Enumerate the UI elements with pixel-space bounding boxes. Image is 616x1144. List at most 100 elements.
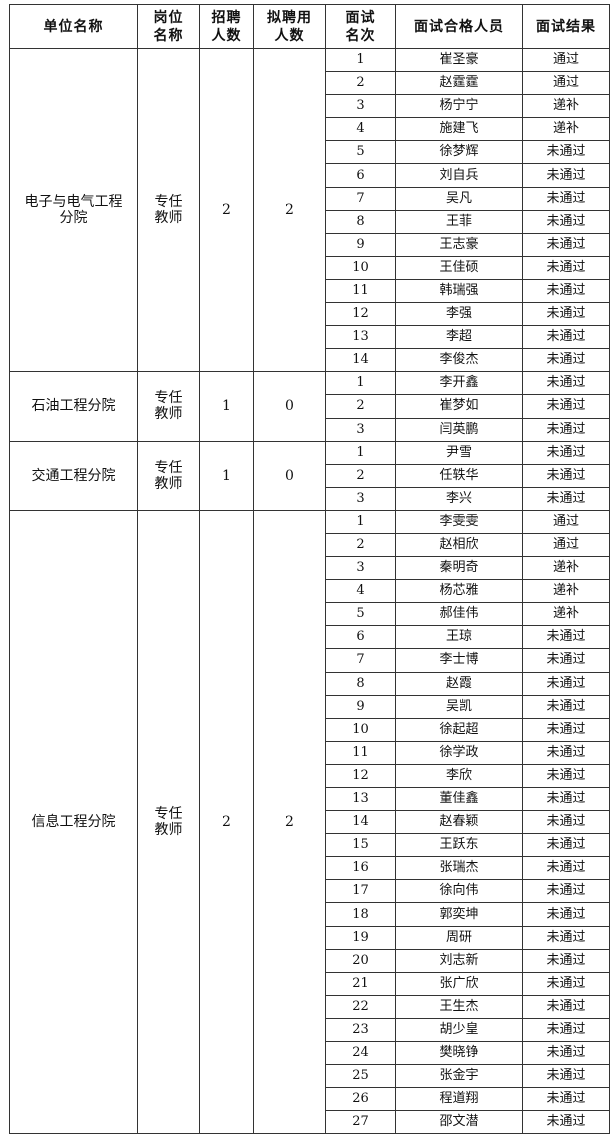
candidate-name-cell-text: 刘自兵 <box>439 167 479 183</box>
rank-cell-text: 15 <box>352 837 369 853</box>
rank-cell: 12 <box>325 763 396 789</box>
rank-cell-text: 1 <box>356 375 365 391</box>
recruit-count-cell-text: 1 <box>222 467 231 484</box>
result-cell-text: 未通过 <box>546 329 586 345</box>
candidate-name-cell-text: 崔梦如 <box>439 398 479 414</box>
candidate-name-cell: 秦明奇 <box>395 556 523 581</box>
result-cell-text: 未通过 <box>546 282 586 298</box>
result-cell-text: 递补 <box>552 560 579 576</box>
rank-cell: 4 <box>325 579 396 604</box>
rank-cell: 11 <box>325 740 396 765</box>
rank-cell: 14 <box>325 810 396 835</box>
result-cell-text: 未通过 <box>546 1045 586 1061</box>
rank-cell: 12 <box>325 302 396 327</box>
header-text: 面试名次 <box>345 9 376 44</box>
header-unit-name: 单位名称 <box>9 4 138 49</box>
result-cell-text: 未通过 <box>546 306 586 322</box>
rank-cell: 11 <box>325 278 396 304</box>
table-row: 11 徐学政 未通过 <box>10 740 610 765</box>
candidate-name-cell: 李士博 <box>395 648 523 673</box>
result-cell-text: 递补 <box>552 121 579 137</box>
table-row: 8 王菲 未通过 <box>10 209 610 234</box>
candidate-name-cell: 王志豪 <box>395 232 523 257</box>
candidate-name-cell-text: 李俊杰 <box>439 352 479 368</box>
result-cell: 未通过 <box>522 186 610 211</box>
candidate-name-cell: 王生杰 <box>395 994 523 1019</box>
rank-cell-text: 14 <box>352 814 369 830</box>
candidate-name-cell: 刘志新 <box>395 948 523 973</box>
result-cell-text: 未通过 <box>546 259 586 275</box>
rank-cell-text: 21 <box>352 975 369 991</box>
result-cell-text: 未通过 <box>546 767 586 783</box>
candidate-name-cell: 闫英鹏 <box>395 417 523 442</box>
result-cell: 未通过 <box>522 833 610 858</box>
rank-cell-text: 5 <box>356 144 365 160</box>
rank-cell: 8 <box>325 209 396 234</box>
position-cell: 专任 教师 <box>137 509 200 1135</box>
rank-cell: 2 <box>325 532 396 558</box>
header-position-name: 岗位名称 <box>137 4 200 49</box>
candidate-name-cell: 王佳硕 <box>395 255 523 280</box>
rank-cell-text: 2 <box>356 398 365 414</box>
rank-cell-text: 13 <box>352 329 369 345</box>
result-cell: 未通过 <box>522 417 610 442</box>
table-row: 17 徐向伟 未通过 <box>10 879 610 904</box>
rank-cell: 6 <box>325 625 396 650</box>
result-cell-text: 未通过 <box>546 698 586 714</box>
rank-cell-text: 1 <box>356 52 365 68</box>
result-cell-text: 递补 <box>552 606 579 622</box>
table-row: 5 徐梦辉 未通过 <box>10 140 610 165</box>
candidate-name-cell: 尹雪 <box>395 440 523 465</box>
result-cell: 未通过 <box>522 625 610 650</box>
table-row: 9 王志豪 未通过 <box>10 232 610 257</box>
result-cell-text: 未通过 <box>546 975 586 991</box>
result-cell-text: 未通过 <box>546 1091 586 1107</box>
candidate-name-cell: 徐向伟 <box>395 879 523 904</box>
rank-cell-text: 11 <box>352 744 369 760</box>
rank-cell-text: 25 <box>352 1068 369 1084</box>
table-row: 7 李士博 未通过 <box>10 648 610 673</box>
table-row: 3 李兴 未通过 <box>10 486 610 511</box>
rank-cell: 9 <box>325 232 396 257</box>
table-row: 22 王生杰 未通过 <box>10 994 610 1019</box>
candidate-name-cell: 崔圣豪 <box>395 47 523 73</box>
result-cell-text: 通过 <box>552 537 579 553</box>
rank-cell-text: 3 <box>356 560 365 576</box>
rank-cell: 22 <box>325 994 396 1019</box>
table-row: 26 程道翔 未通过 <box>10 1087 610 1112</box>
rank-cell: 3 <box>325 417 396 442</box>
result-cell: 未通过 <box>522 463 610 488</box>
result-cell: 未通过 <box>522 925 610 950</box>
candidate-name-cell: 程道翔 <box>395 1087 523 1112</box>
rank-cell: 1 <box>325 440 396 465</box>
candidate-name-cell-text: 徐学政 <box>439 744 479 760</box>
rank-cell-text: 17 <box>352 883 369 899</box>
rank-cell: 23 <box>325 1017 396 1043</box>
result-cell: 未通过 <box>522 902 610 927</box>
rank-cell: 19 <box>325 925 396 950</box>
position-cell: 专任 教师 <box>137 371 200 442</box>
rank-cell: 1 <box>325 371 396 396</box>
rank-cell: 6 <box>325 163 396 188</box>
result-cell: 未通过 <box>522 232 610 257</box>
rank-cell-text: 7 <box>356 652 365 668</box>
hire-count-cell: 0 <box>253 371 326 442</box>
header-text: 单位名称 <box>43 18 104 35</box>
candidate-name-cell-text: 徐向伟 <box>439 883 479 899</box>
result-cell: 未通过 <box>522 971 610 996</box>
candidate-name-cell-text: 王菲 <box>445 213 472 229</box>
result-cell-text: 未通过 <box>546 744 586 760</box>
result-cell-text: 未通过 <box>546 352 586 368</box>
result-cell: 通过 <box>522 532 610 558</box>
rank-cell: 25 <box>325 1064 396 1089</box>
candidate-name-cell: 徐起超 <box>395 717 523 742</box>
rank-cell: 20 <box>325 948 396 973</box>
table-row: 11 韩瑞强 未通过 <box>10 278 610 304</box>
rank-cell: 10 <box>325 255 396 280</box>
result-cell: 未通过 <box>522 856 610 881</box>
rank-cell-text: 12 <box>352 306 369 322</box>
candidate-name-cell: 王菲 <box>395 209 523 234</box>
rank-cell: 10 <box>325 717 396 742</box>
rank-cell: 5 <box>325 602 396 627</box>
rank-cell-text: 13 <box>352 791 369 807</box>
